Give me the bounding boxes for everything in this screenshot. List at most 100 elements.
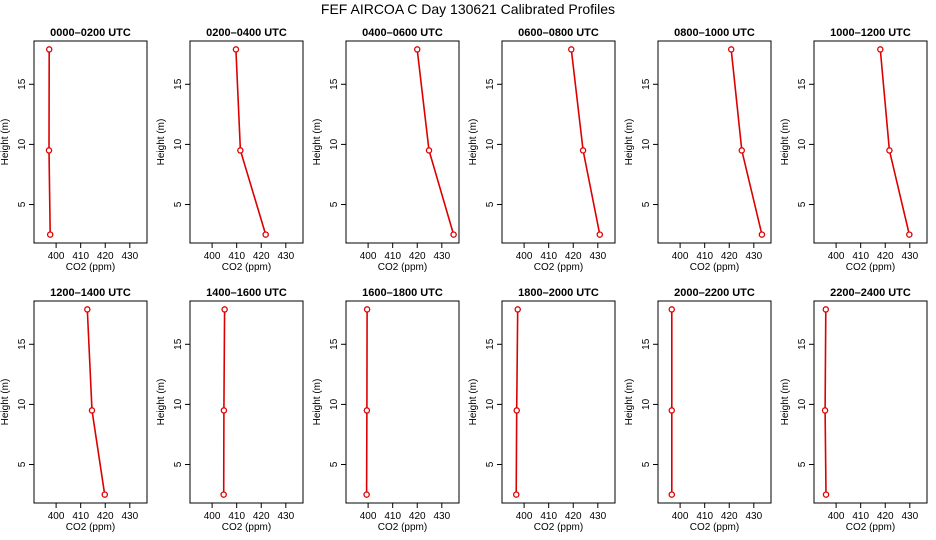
- y-tick-label: 10: [173, 398, 184, 410]
- x-tick-label: 430: [433, 251, 450, 262]
- y-axis-label: Height (m): [312, 379, 323, 426]
- y-axis-label: Height (m): [312, 119, 323, 166]
- panel-title: 1800–2000 UTC: [518, 287, 599, 299]
- panel-grid: 0000–0200 UTC 400 410 420 430 5 10 15 CO2 (ppm) H…: [0, 27, 928, 533]
- x-tick-label: 430: [745, 251, 762, 262]
- data-point: [88, 407, 96, 414]
- data-point: [668, 306, 676, 313]
- panel-title: 0200–0400 UTC: [206, 27, 287, 39]
- x-tick-label: 410: [696, 251, 713, 262]
- x-tick-label: 420: [877, 251, 894, 262]
- data-point: [232, 46, 240, 53]
- x-tick-label: 420: [721, 251, 738, 262]
- x-tick-label: 420: [721, 511, 738, 522]
- chart-panel: 0800–1000 UTC 400 410 420 430 5 10 15 CO2 (ppm) H…: [624, 27, 772, 273]
- data-point: [877, 46, 884, 53]
- panel-title: 1600–1800 UTC: [362, 287, 443, 299]
- y-tick-label: 15: [173, 78, 184, 90]
- y-tick-label: 10: [641, 138, 652, 150]
- y-tick-label: 15: [797, 78, 808, 90]
- x-tick-label: 420: [253, 251, 270, 262]
- profile-line: [416, 49, 455, 235]
- data-point: [101, 491, 108, 498]
- x-axis-label: CO2 (ppm): [378, 522, 427, 533]
- x-tick-label: 430: [277, 511, 294, 522]
- y-tick-label: 5: [485, 461, 496, 467]
- plot-frame: [189, 40, 304, 244]
- x-tick-label: 410: [72, 511, 89, 522]
- y-axis-label: Height (m): [780, 119, 791, 166]
- x-axis-label: CO2 (ppm): [534, 522, 583, 533]
- y-tick-label: 15: [17, 338, 28, 350]
- y-tick-label: 5: [329, 461, 340, 467]
- panel-title: 0600–0800 UTC: [518, 27, 599, 39]
- profile-line: [879, 49, 911, 235]
- plot-frame: [33, 40, 148, 244]
- x-tick-label: 420: [565, 251, 582, 262]
- x-tick-label: 420: [253, 511, 270, 522]
- x-tick-label: 400: [48, 511, 65, 522]
- profile-line: [570, 49, 601, 235]
- plot-frame: [345, 300, 460, 504]
- profile-line: [235, 49, 267, 235]
- panel-title: 2000–2200 UTC: [674, 287, 755, 299]
- data-point: [84, 306, 91, 313]
- x-axis-label: CO2 (ppm): [222, 522, 271, 533]
- x-tick-label: 400: [828, 251, 845, 262]
- x-tick-label: 410: [384, 251, 401, 262]
- y-axis-label: Height (m): [780, 379, 791, 426]
- x-axis-label: CO2 (ppm): [690, 262, 739, 273]
- y-tick-label: 15: [641, 338, 652, 350]
- y-tick-label: 15: [485, 78, 496, 90]
- y-tick-label: 10: [485, 398, 496, 410]
- data-point: [450, 231, 457, 238]
- panel-title: 1400–1600 UTC: [206, 287, 287, 299]
- x-axis-label: CO2 (ppm): [378, 262, 427, 273]
- x-tick-label: 400: [360, 251, 377, 262]
- profile-line: [222, 309, 226, 495]
- y-tick-label: 5: [17, 201, 28, 207]
- plot-frame: [813, 40, 928, 244]
- plot-frame: [189, 300, 304, 504]
- chart-panel: 0000–0200 UTC 400 410 420 430 5 10 15 CO2 (ppm) H…: [0, 27, 148, 273]
- x-axis-label: CO2 (ppm): [222, 262, 271, 273]
- y-tick-label: 5: [641, 461, 652, 467]
- panel-title: 2200–2400 UTC: [830, 287, 911, 299]
- y-tick-label: 5: [641, 201, 652, 207]
- data-point: [363, 407, 371, 414]
- x-tick-label: 420: [409, 251, 426, 262]
- y-tick-label: 15: [485, 338, 496, 350]
- x-tick-label: 400: [360, 511, 377, 522]
- data-point: [237, 147, 244, 154]
- panel-title: 1200–1400 UTC: [50, 287, 131, 299]
- data-point: [822, 491, 830, 498]
- data-point: [758, 231, 766, 238]
- x-tick-label: 410: [540, 251, 557, 262]
- data-point: [363, 491, 370, 498]
- plot-frame: [813, 300, 928, 504]
- data-point: [425, 147, 433, 154]
- y-tick-label: 10: [329, 138, 340, 150]
- data-point: [413, 46, 421, 53]
- y-tick-label: 15: [329, 338, 340, 350]
- data-point: [738, 147, 746, 154]
- y-axis-label: Height (m): [0, 119, 11, 166]
- data-point: [596, 231, 604, 238]
- data-point: [822, 306, 830, 313]
- data-point: [513, 407, 520, 414]
- chart-panel: 1800–2000 UTC 400 410 420 430 5 10 15 CO2 (ppm) H…: [468, 287, 616, 533]
- data-point: [46, 231, 54, 238]
- panel-title: 0800–1000 UTC: [674, 27, 755, 39]
- chart-panel: 0200–0400 UTC 400 410 420 430 5 10 15 CO2 (ppm) H…: [156, 27, 304, 273]
- x-tick-label: 410: [696, 511, 713, 522]
- y-tick-label: 5: [173, 201, 184, 207]
- y-tick-label: 10: [17, 398, 28, 410]
- x-axis-label: CO2 (ppm): [66, 522, 115, 533]
- y-tick-label: 10: [173, 138, 184, 150]
- x-tick-label: 430: [901, 511, 918, 522]
- chart-panel: 2000–2200 UTC 400 410 420 430 5 10 15 CO2 (ppm) H…: [624, 287, 772, 533]
- data-point: [727, 46, 735, 53]
- data-point: [886, 147, 893, 154]
- y-axis-label: Height (m): [468, 119, 479, 166]
